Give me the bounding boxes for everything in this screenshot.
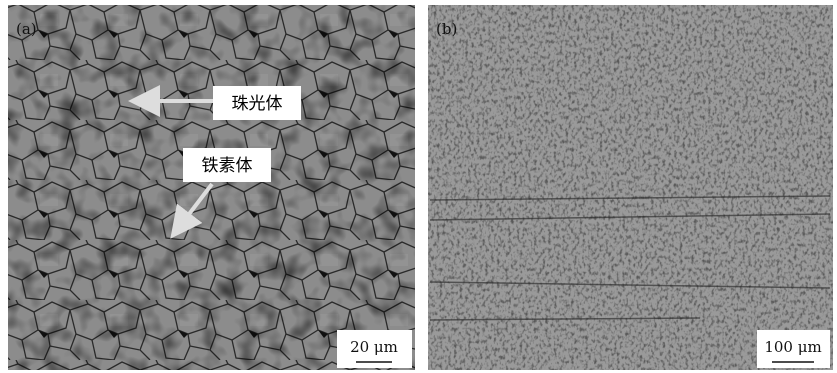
panel-label: (b) [436,20,457,38]
scale-bar-label: 20 μm [350,338,398,356]
annotation: 珠光体 [232,94,283,114]
panel-b: (b) 100 μm [428,5,833,370]
micrograph-b-texture [428,5,833,370]
figure: (a) 珠光体 铁素体 20 μm (b) 100 μm [0,0,837,373]
panel-a: (a) 珠光体 铁素体 20 μm [8,5,415,370]
annotation: 铁素体 [202,156,253,176]
panel-label: (a) [16,20,37,38]
scale-bar-label: 100 μm [764,338,821,356]
